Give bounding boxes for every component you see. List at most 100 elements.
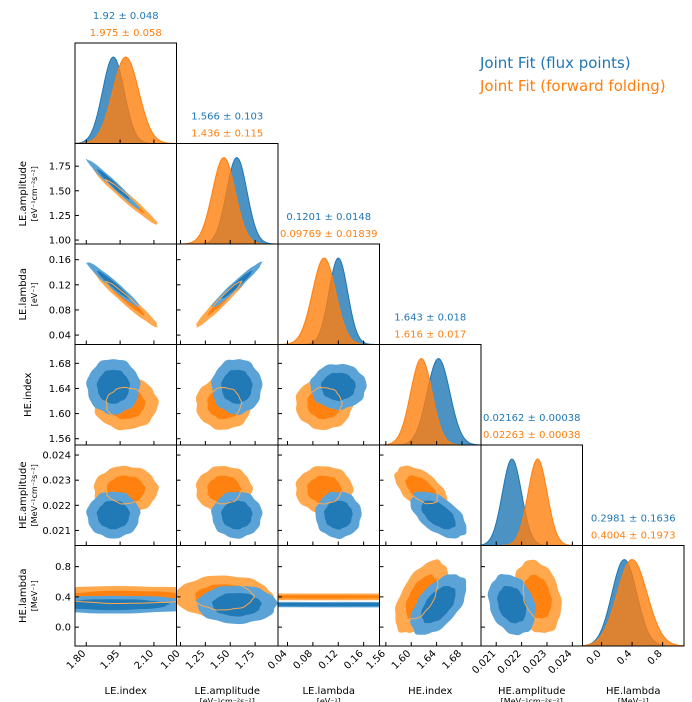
panel-le-index-vs-le-amplitude	[85, 158, 159, 225]
marginal-le-index	[75, 56, 177, 144]
x-axis-unit-le-lambda: [eV⁻¹]	[317, 697, 341, 702]
x-tick-label-he-amplitude: 0.023	[521, 648, 549, 676]
contour-inner-joint-fit-forward-folding-	[278, 594, 380, 599]
contour-inner-joint-fit-flux-points-	[96, 168, 130, 200]
y-tick-label-le-lambda: 0.08	[49, 305, 71, 316]
marginal-he-index	[379, 358, 481, 445]
summary-joint-fit-flux-points--le-index: 1.92 ± 0.048	[93, 11, 159, 22]
contour-inner-joint-fit-flux-points-	[96, 369, 130, 404]
x-tick-label-he-lambda: 0.4	[615, 648, 634, 667]
x-tick-label-le-lambda: 0.08	[291, 648, 315, 672]
x-tick-label-he-index: 1.68	[441, 648, 465, 672]
y-tick-label-le-amplitude: 1.50	[49, 186, 71, 197]
x-axis-label-le-lambda: LE.lambda	[302, 686, 355, 697]
y-tick-label-he-lambda: 0.4	[55, 592, 71, 603]
y-axis-label-he-index: HE.index	[23, 372, 34, 416]
marginal-fill-joint-fit-forward-folding--he-amplitude	[481, 459, 583, 546]
panel-le-lambda-vs-he-index	[295, 364, 367, 431]
legend-entry-flux-points: Joint Fit (flux points)	[480, 54, 631, 72]
summary-joint-fit-flux-points--he-lambda: 0.2981 ± 0.1636	[591, 514, 676, 525]
contour-inner-joint-fit-flux-points-	[221, 500, 253, 530]
y-tick-label-he-amplitude: 0.022	[42, 501, 71, 512]
summary-joint-fit-forward-folding--he-index: 1.616 ± 0.017	[394, 330, 466, 341]
panel-le-amplitude-vs-he-index	[195, 359, 263, 430]
contour-inner-joint-fit-flux-points-	[211, 593, 262, 617]
contour-outline-joint-fit-forward-folding-	[75, 589, 177, 605]
x-axis-unit-he-amplitude: [MeV⁻¹cm⁻²s⁻²]	[501, 697, 563, 702]
x-tick-label-he-lambda: 0.8	[646, 648, 665, 667]
x-axis-label-le-index: LE.index	[105, 686, 148, 697]
contour-inner-joint-fit-flux-points-	[321, 372, 356, 401]
panel-frame	[582, 545, 685, 647]
marginal-le-amplitude	[176, 157, 278, 244]
marginal-line-joint-fit-forward-folding--le-index	[75, 56, 177, 144]
y-axis-label-le-lambda: LE.lambda	[18, 268, 29, 321]
x-tick-label-le-lambda: 0.12	[317, 648, 341, 672]
marginal-he-lambda	[582, 559, 684, 646]
y-tick-label-he-index: 1.64	[49, 384, 71, 395]
y-axis-label-le-amplitude: LE.amplitude	[18, 161, 29, 227]
x-tick-label-le-amplitude: 1.75	[234, 648, 258, 672]
y-tick-label-he-amplitude: 0.023	[42, 476, 71, 487]
x-axis-label-he-index: HE.index	[408, 686, 452, 697]
summary-joint-fit-forward-folding--he-amplitude: 0.02263 ± 0.00038	[483, 430, 580, 441]
summary-joint-fit-flux-points--le-amplitude: 1.566 ± 0.103	[191, 112, 263, 123]
contour-outline-joint-fit-forward-folding-	[306, 387, 343, 421]
contour-outline-joint-fit-forward-folding-	[104, 178, 147, 215]
x-axis-unit-le-amplitude: [eV⁻¹cm⁻²s⁻²]	[200, 697, 255, 702]
y-tick-label-le-amplitude: 1.75	[49, 162, 71, 173]
marginal-line-joint-fit-forward-folding--he-lambda	[582, 559, 684, 646]
summary-joint-fit-flux-points--le-lambda: 0.1201 ± 0.0148	[286, 212, 371, 223]
y-axis-label-he-lambda: HE.lambda	[18, 569, 29, 624]
summary-joint-fit-forward-folding--le-lambda: 0.09769 ± 0.01839	[280, 229, 377, 240]
y-tick-label-le-amplitude: 1.00	[49, 236, 71, 247]
marginal-le-lambda	[278, 257, 380, 345]
panel-le-lambda-vs-he-lambda	[278, 593, 380, 608]
panel-he-index-vs-he-amplitude	[394, 465, 467, 539]
x-axis-label-he-lambda: HE.lambda	[606, 686, 661, 697]
y-axis-label-he-amplitude: HE.amplitude	[18, 461, 29, 529]
contour-outline-joint-fit-forward-folding-	[193, 583, 255, 611]
contour-outline-joint-fit-forward-folding-	[206, 280, 243, 318]
x-tick-label-he-index: 1.60	[390, 648, 414, 672]
contour-outline-joint-fit-forward-folding-	[404, 474, 438, 505]
x-tick-label-le-index: 1.95	[99, 648, 123, 672]
contour-inner-joint-fit-flux-points-	[324, 500, 353, 530]
marginal-fill-joint-fit-forward-folding--le-lambda	[278, 258, 380, 345]
contour-inner-joint-fit-flux-points-	[421, 500, 456, 530]
marginal-fill-joint-fit-forward-folding--he-index	[379, 358, 481, 445]
x-tick-label-le-lambda: 0.16	[342, 648, 366, 672]
contour-inner-joint-fit-flux-points-	[497, 585, 527, 624]
y-axis-unit-le-amplitude: [eV⁻¹cm⁻²s⁻²]	[30, 166, 39, 221]
y-axis-unit-he-amplitude: [MeV⁻¹cm⁻²s⁻²]	[30, 464, 39, 526]
panel-le-amplitude-vs-le-lambda	[195, 261, 263, 328]
y-tick-label-he-index: 1.56	[49, 434, 71, 445]
y-tick-label-he-amplitude: 0.021	[42, 526, 71, 537]
panel-le-index-vs-he-lambda	[75, 586, 177, 614]
legend-entry-forward-folding: Joint Fit (forward folding)	[480, 77, 666, 95]
contour-inner-joint-fit-flux-points-	[75, 599, 171, 611]
y-tick-label-le-lambda: 0.04	[49, 331, 71, 342]
summary-joint-fit-flux-points--he-index: 1.643 ± 0.018	[394, 313, 466, 324]
x-tick-label-le-amplitude: 1.25	[184, 648, 208, 672]
panel-le-index-vs-he-amplitude	[86, 465, 159, 539]
contour-outline-joint-fit-forward-folding-	[206, 474, 243, 505]
y-tick-label-he-amplitude: 0.024	[42, 451, 71, 462]
x-tick-label-le-lambda: 0.04	[266, 648, 290, 672]
x-tick-label-he-lambda: 0.0	[585, 648, 604, 667]
y-tick-label-le-lambda: 0.12	[49, 280, 71, 291]
x-tick-label-he-index: 1.64	[415, 648, 439, 672]
y-tick-label-he-index: 1.60	[49, 409, 71, 420]
y-axis-unit-he-lambda: [MeV⁻¹]	[30, 580, 39, 611]
summary-joint-fit-flux-points--he-amplitude: 0.02162 ± 0.00038	[483, 413, 580, 424]
y-tick-label-le-amplitude: 1.25	[49, 211, 71, 222]
summary-joint-fit-forward-folding--le-amplitude: 1.436 ± 0.115	[191, 129, 263, 140]
x-tick-label-he-index: 1.56	[364, 648, 388, 672]
marginal-he-amplitude	[481, 458, 583, 546]
panel-he-amplitude-vs-he-lambda	[487, 559, 562, 636]
summary-joint-fit-forward-folding--le-index: 1.975 ± 0.058	[90, 28, 162, 39]
x-tick-label-le-amplitude: 1.50	[209, 648, 233, 672]
x-axis-unit-he-lambda: [MeV⁻¹]	[618, 697, 649, 702]
panel-he-index-vs-he-lambda	[395, 559, 467, 635]
x-tick-label-he-amplitude: 0.024	[546, 648, 574, 676]
